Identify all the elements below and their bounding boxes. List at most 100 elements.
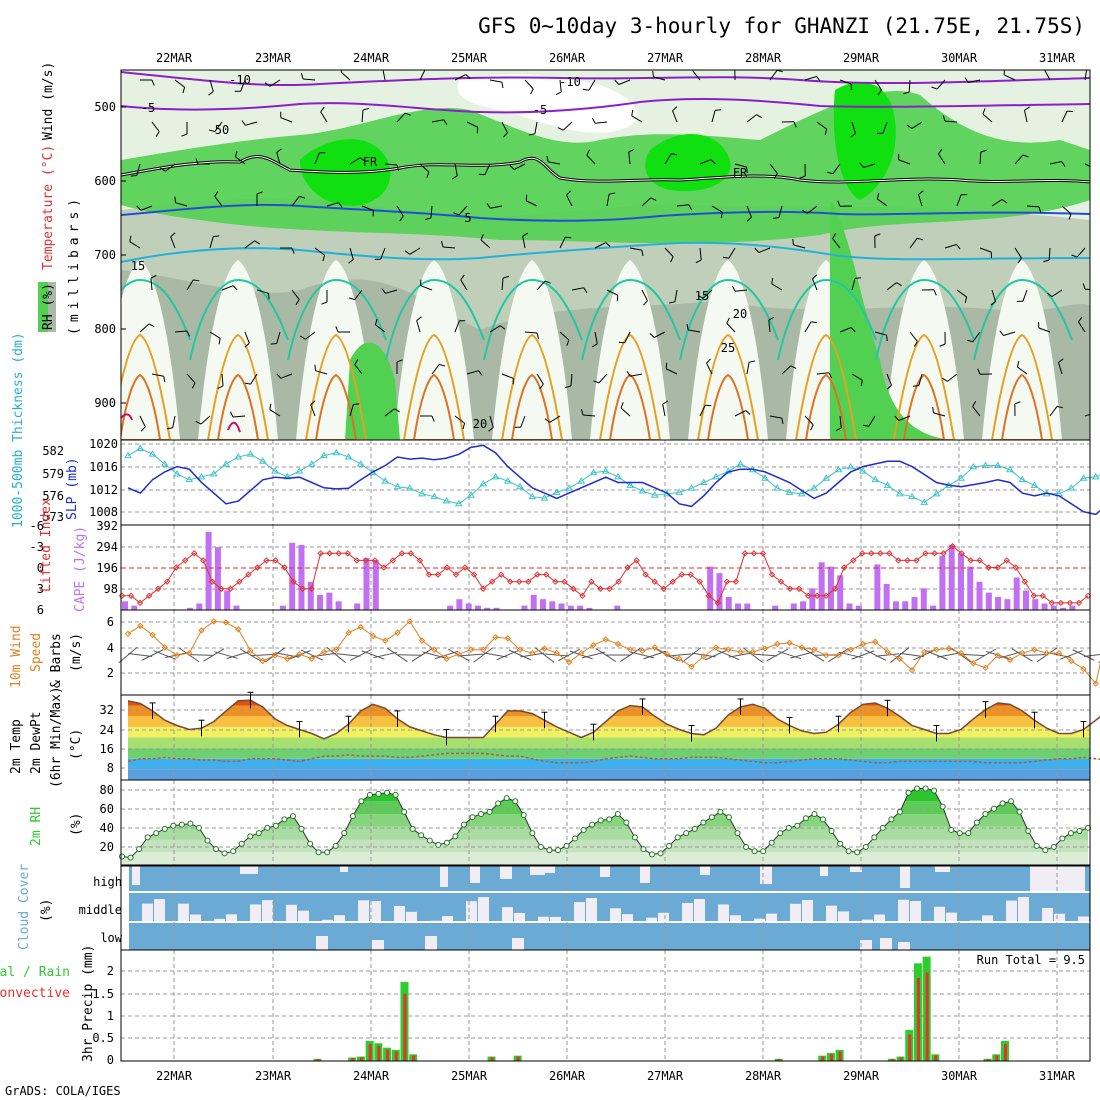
wind-barb	[489, 79, 502, 83]
contour-35	[227, 421, 241, 433]
wind-speed-line	[127, 620, 1100, 685]
li-marker	[543, 571, 550, 578]
wind-barb-flag	[583, 287, 588, 294]
rh-tick: 80	[100, 783, 114, 797]
wind-barb	[430, 205, 433, 218]
contour-label: -5	[533, 103, 547, 117]
wind-barb-flag	[338, 202, 343, 208]
wind-barb-flag	[628, 148, 635, 153]
wind-marker	[921, 648, 928, 656]
contour-25	[206, 333, 270, 440]
wind-barb-flag	[903, 91, 910, 95]
wind-barb-flag	[1061, 161, 1066, 167]
panel-frame	[120, 949, 1091, 1062]
wind-barb-flag	[191, 382, 196, 389]
cloud-middle-gap	[358, 900, 369, 921]
cape-bar	[586, 607, 593, 610]
rh-marker	[939, 803, 946, 810]
wind-barb	[1038, 327, 1051, 333]
rh-marker	[614, 811, 621, 817]
contour-25	[794, 333, 858, 440]
wind-marker	[431, 646, 438, 653]
cloud-low-gap	[372, 940, 384, 950]
thickness-marker	[736, 460, 745, 467]
top-date-label: 29MAR	[843, 51, 880, 65]
cloud-middle-gap	[898, 899, 909, 921]
li-marker	[191, 550, 198, 557]
wind-barb	[758, 247, 771, 253]
li-marker	[317, 550, 324, 557]
contour-25	[598, 333, 662, 440]
thickness-marker	[467, 491, 475, 498]
li-marker	[425, 571, 433, 578]
precip-convective-bar	[386, 1049, 390, 1061]
pressure-tick: 700	[94, 248, 116, 262]
precip-convective-bar	[986, 1059, 990, 1061]
li-marker	[994, 564, 1001, 571]
wind-marker	[235, 626, 242, 633]
temp-tick: 8	[107, 761, 114, 775]
rh-marker	[529, 830, 536, 837]
wind-barb	[514, 163, 526, 170]
wind-marker	[651, 644, 658, 651]
wind-marker	[284, 655, 291, 662]
wind-barb	[384, 408, 395, 417]
cloud-middle-gap	[262, 900, 273, 921]
wind-barb-flag	[781, 417, 784, 425]
cloud-low-gap	[880, 938, 892, 950]
wind-barb	[908, 79, 911, 93]
rh-marker	[272, 822, 279, 829]
wind-marker	[149, 631, 156, 639]
wind-barb-flag	[544, 280, 551, 284]
li-marker	[678, 571, 685, 578]
thickness-marker	[393, 482, 402, 490]
wind-marker	[1006, 656, 1014, 664]
cape-bar	[122, 601, 128, 610]
surface-wind-barb	[239, 648, 262, 662]
wind-marker	[1080, 665, 1087, 673]
wind-barb-flag	[431, 415, 435, 422]
wind-barb-flag	[140, 426, 146, 432]
thickness-marker	[957, 474, 965, 481]
ylabel-2m-dewpt: 2m DewPt	[29, 711, 44, 774]
top-date-label: 22MAR	[156, 51, 193, 65]
cloud-level-high: high	[93, 875, 122, 889]
rh-2m-panel: 80 60 40 20	[100, 779, 1091, 866]
cape-bar	[372, 560, 379, 610]
temp-contour-freezing-inner	[121, 156, 1090, 183]
wind-barb	[314, 152, 320, 165]
wind-barb	[1061, 205, 1072, 215]
wind-marker	[541, 645, 548, 652]
wind-barb	[706, 363, 713, 375]
contour-label: FR	[733, 166, 748, 180]
wind-marker	[774, 640, 781, 648]
surface-wind-barb	[473, 647, 494, 663]
li-marker	[344, 550, 351, 557]
wind-barb	[874, 79, 882, 91]
wind-barb-flag	[218, 338, 221, 345]
cloud-high-gap	[500, 866, 512, 879]
wind-barb-flag	[354, 359, 359, 365]
rh-dry-column	[982, 260, 1062, 440]
rh-marker	[879, 824, 886, 831]
wind-barb	[536, 373, 544, 385]
wind-barb-flag	[396, 164, 400, 171]
wind-barb	[676, 204, 689, 207]
wind-barb-flag	[754, 247, 760, 253]
wind-barb-flag	[1001, 199, 1008, 204]
wind-barb	[1051, 289, 1063, 297]
temp-tick: 16	[100, 742, 114, 756]
bottom-date-label: 27MAR	[647, 1069, 684, 1083]
wind-barb	[269, 79, 281, 87]
cloud-middle-gap	[322, 919, 333, 921]
wind-barb-flag	[832, 233, 837, 239]
wind-barb	[728, 247, 736, 259]
wind-barb-flag	[710, 159, 716, 165]
wind-marker	[137, 622, 144, 630]
wind-barb-flag	[706, 358, 711, 364]
wind-barb-flag	[811, 321, 818, 324]
li-marker	[841, 564, 848, 571]
surface-wind-barb	[925, 650, 948, 660]
cape-bar	[1032, 599, 1039, 610]
thickness-marker	[271, 467, 279, 474]
